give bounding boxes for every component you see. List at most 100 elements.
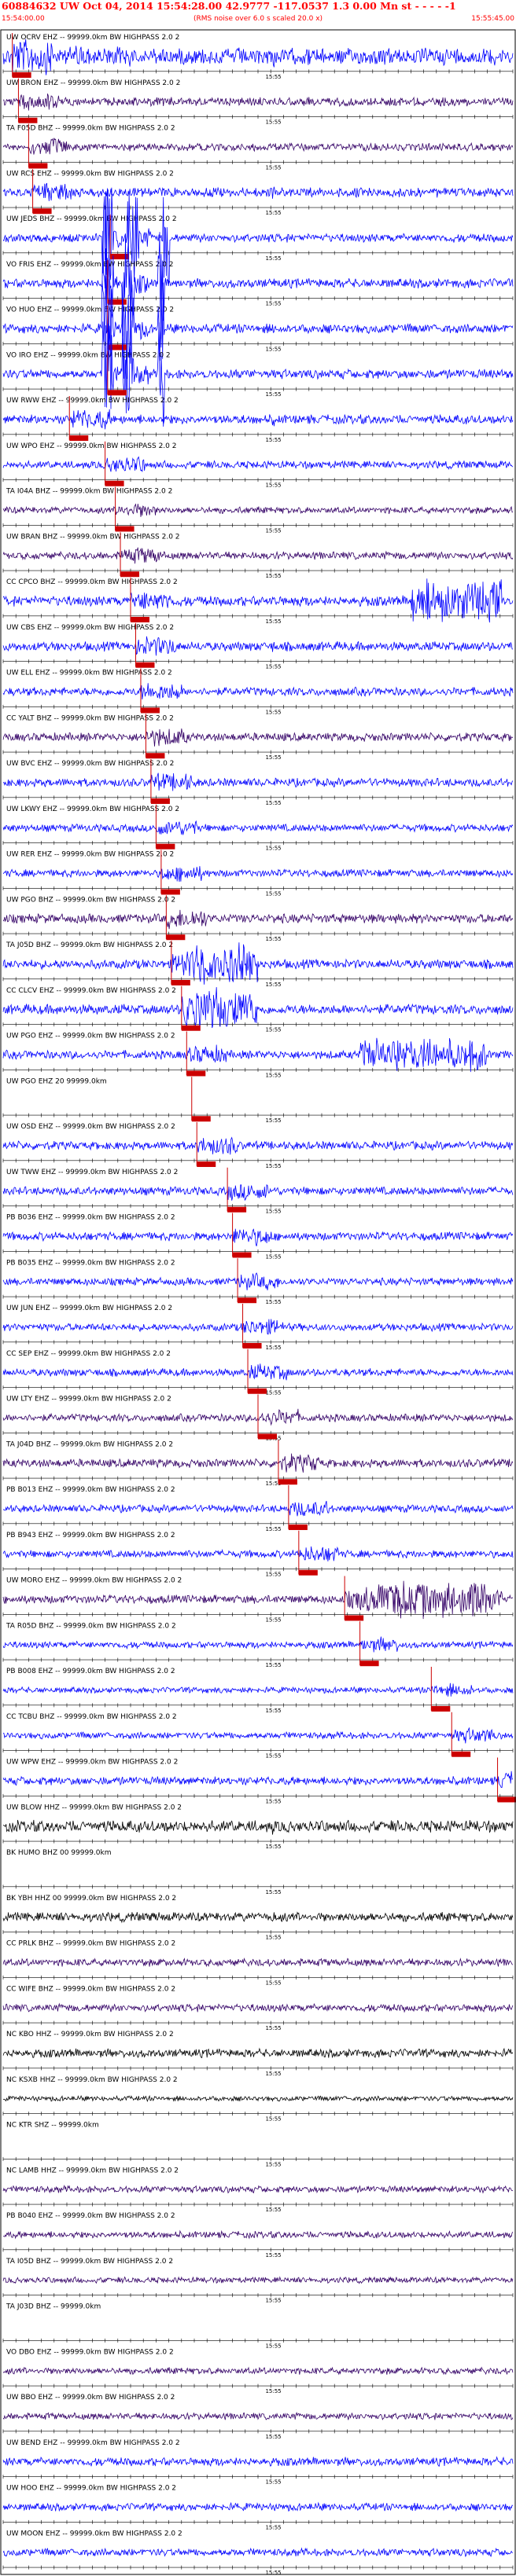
waveform (3, 2229, 514, 2240)
trace-35: 15:55 TA R05D BHZ -- 99999.0km BW HIGHPAS… (2, 1621, 514, 1668)
station-label: CC PRLK BHZ -- 99999.0km BW HIGHPASS 2.0… (6, 1940, 175, 1948)
trace-16: 15:55 UW BVC EHZ -- 99999.0km BW HIGHPASS… (2, 759, 514, 806)
waveform (2, 1682, 514, 1697)
time-mark-label: 15:55 (265, 210, 281, 216)
trace-0: 15:55 UW OCRV EHZ -- 99999.0km BW HIGHPAS… (2, 33, 514, 80)
time-mark-label: 15:55 (265, 2570, 281, 2576)
time-mark-label: 15:55 (265, 800, 281, 806)
station-label: UW HOO EHZ -- 99999.0km BW HIGHPASS 2.0 … (6, 2485, 176, 2493)
time-mark-label: 15:55 (265, 1163, 281, 1169)
time-mark-label: 15:55 (265, 754, 281, 761)
pick-marker (131, 616, 149, 622)
trace-1: 15:55 UW BRON EHZ -- 99999.0km BW HIGHPAS… (2, 78, 514, 126)
station-label: UW PGO BHZ -- 99999.0km BW HIGHPASS 2.0 … (6, 896, 175, 904)
waveform (2, 39, 514, 75)
station-label: UW JUN EHZ -- 99999.0km BW HIGHPASS 2.0 … (6, 1305, 172, 1312)
waveform (2, 2366, 514, 2376)
waveform (2, 409, 514, 430)
waveform (2, 2002, 514, 2013)
trace-46: 15:55 NC KTR SHZ -- 99999.0km (2, 2122, 514, 2167)
station-label: TA J04D BHZ -- 99999.0km BW HIGHPASS 2.0… (6, 1440, 173, 1448)
time-mark-label: 15:55 (265, 483, 281, 489)
trace-17: 15:55 UW LKWY EHZ -- 99999.0km BW HIGHPAS… (2, 804, 514, 852)
time-mark-label: 15:55 (265, 936, 281, 942)
time-mark-label: 15:55 (265, 1662, 281, 1668)
time-mark-label: 15:55 (265, 1345, 281, 1351)
station-label: PB B036 EHZ -- 99999.0km BW HIGHPASS 2.0… (6, 1214, 175, 1222)
waveform (2, 987, 514, 1029)
trace-9: 15:55 UW WPO EHZ -- 99999.0km BW HIGHPASS… (2, 441, 514, 489)
trace-18: 15:55 UW RER EHZ -- 99999.0km BW HIGHPASS… (2, 849, 514, 897)
waveform (2, 2276, 514, 2284)
trace-51: 15:55 VO DBO EHZ -- 99999.0km BW HIGHPASS… (2, 2348, 514, 2394)
trace-6: 15:55 VO HUO EHZ -- 99999.0km BW HIGHPASS… (2, 275, 514, 380)
time-mark-label: 15:55 (265, 74, 281, 80)
time-mark-label: 15:55 (265, 346, 281, 352)
station-label: UW OSD EHZ -- 99999.0km BW HIGHPASS 2.0 … (6, 1123, 175, 1131)
time-mark-label: 15:55 (265, 1299, 281, 1305)
time-mark-label: 15:55 (265, 1980, 281, 1986)
trace-26: 15:55 PB B036 EHZ -- 99999.0km BW HIGHPAS… (2, 1213, 514, 1260)
station-label: UW BBO EHZ -- 99999.0km BW HIGHPASS 2.0 … (6, 2394, 175, 2402)
trace-43: 15:55 CC WIFE BHZ -- 99999.0km BW HIGHPAS… (2, 1985, 514, 2031)
trace-13: 15:55 UW CBS EHZ -- 99999.0km BW HIGHPASS… (2, 622, 514, 670)
station-label: UW ELL EHZ -- 99999.0km BW HIGHPASS 2.0 … (6, 670, 172, 677)
trace-4: 15:55 UW JEDS BHZ -- 99999.0km BW HIGHPAS… (2, 187, 514, 284)
station-label: UW LTY EHZ -- 99999.0km BW HIGHPASS 2.0 … (6, 1396, 171, 1404)
time-mark-label: 15:55 (265, 391, 281, 398)
trace-10: 15:55 TA I04A BHZ -- 99999.0km BW HIGHPAS… (2, 486, 514, 534)
trace-36: 15:55 PB B008 EHZ -- 99999.0km BW HIGHPAS… (2, 1667, 514, 1714)
trace-41: 15:55 BK YBH HHZ 00 99999.0km BW HIGHPASS… (2, 1895, 514, 1941)
station-label: PB B035 EHZ -- 99999.0km BW HIGHPASS 2.0… (6, 1259, 175, 1267)
pick-marker (146, 753, 165, 759)
waveform (2, 683, 514, 700)
waveform (2, 2412, 514, 2420)
time-mark-label: 15:55 (265, 2252, 281, 2259)
pick-marker (288, 1524, 308, 1530)
trace-12: 15:55 CC CPCO BHZ -- 99999.0km BW HIGHPAS… (2, 578, 514, 625)
pick-marker (110, 253, 130, 259)
pick-marker (166, 934, 186, 941)
trace-40: 15:55 BK HUMO BHZ 00 99999.0km (2, 1849, 514, 1895)
waveform (2, 1272, 514, 1290)
station-label: UW BRON EHZ -- 99999.0km BW HIGHPASS 2.0… (6, 79, 180, 87)
trace-53: 15:55 UW BEND EHZ -- 99999.0km BW HIGHPAS… (2, 2439, 514, 2486)
station-label: CC TCBU BHZ -- 99999.0km BW HIGHPASS 2.0… (6, 1713, 177, 1721)
station-label: TA F05D BHZ -- 99999.0km BW HIGHPASS 2.0… (6, 125, 175, 133)
time-mark-label: 15:55 (265, 2434, 281, 2440)
waveform (2, 909, 514, 930)
trace-7: 15:55 VO IRO EHZ -- 99999.0km BW HIGHPASS… (2, 320, 514, 427)
pick-marker (232, 1252, 252, 1258)
trace-47: 15:55 NC LAMB HHZ -- 99999.0km BW HIGHPAS… (2, 2167, 514, 2213)
station-label: CC CPCO BHZ -- 99999.0km BW HIGHPASS 2.0… (6, 578, 178, 586)
pick-marker (135, 662, 155, 668)
time-mark-label: 15:55 (265, 1209, 281, 1215)
time-mark-label: 15:55 (265, 982, 281, 988)
station-label: NC LAMB HHZ -- 99999.0km BW HIGHPASS 2.0… (6, 2167, 179, 2174)
pick-marker (345, 1615, 364, 1621)
trace-45: 15:55 NC KSXB HHZ -- 99999.0km BW HIGHPAS… (2, 2076, 514, 2123)
waveform (2, 578, 514, 623)
waveform (2, 503, 514, 517)
waveform (2, 138, 514, 155)
trace-48: 15:55 PB B040 EHZ -- 99999.0km BW HIGHPAS… (2, 2212, 514, 2259)
station-label: CC WIFE BHZ -- 99999.0km BW HIGHPASS 2.0… (6, 1985, 175, 1993)
pick-marker (238, 1297, 257, 1304)
station-label: UW BEND EHZ -- 99999.0km BW HIGHPASS 2.0… (6, 2439, 180, 2447)
trace-34: 15:55 UW MORO EHZ -- 99999.0km BW HIGHPAS… (2, 1576, 514, 1623)
station-label: TA J05D BHZ -- 99999.0km BW HIGHPASS 2.0… (6, 941, 173, 949)
trace-5: 15:55 VO FRIS EHZ -- 99999.0km BW HIGHPAS… (2, 230, 514, 337)
waveform (2, 1363, 514, 1381)
plot-header: 60884632 UW Oct 04, 2014 15:54:28.00 42.… (0, 0, 516, 30)
time-mark-label: 15:55 (265, 1798, 281, 1804)
station-label: VO IRO EHZ -- 99999.0km BW HIGHPASS 2.0 … (6, 351, 171, 359)
trace-15: 15:55 CC YALT BHZ -- 99999.0km BW HIGHPAS… (2, 714, 514, 761)
waveform (2, 547, 514, 564)
waveform (2, 2047, 514, 2059)
pick-marker (298, 1569, 318, 1576)
pick-marker (150, 798, 170, 804)
time-mark-label: 15:55 (265, 2524, 281, 2530)
station-label: UW LKWY EHZ -- 99999.0km BW HIGHPASS 2.0… (6, 805, 179, 813)
pick-marker (12, 72, 31, 78)
